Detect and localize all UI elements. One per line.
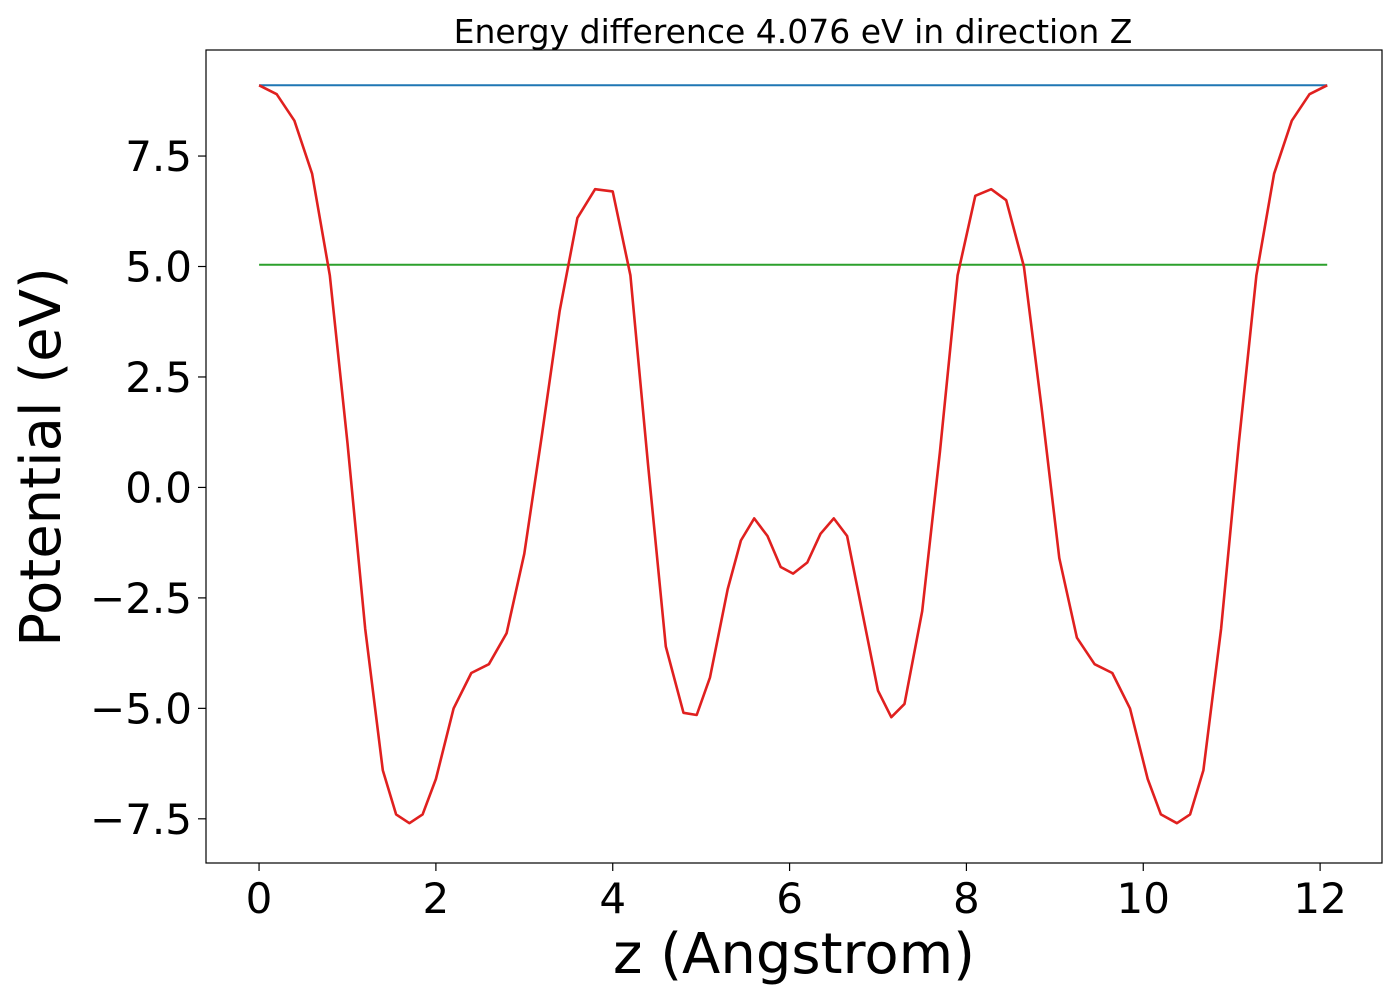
x-tick-label: 2 bbox=[423, 874, 450, 923]
x-axis-ticks: 0 2 4 6 8 10 12 bbox=[246, 863, 1347, 923]
x-axis-label: z (Angstrom) bbox=[613, 922, 975, 987]
y-axis-ticks: 7.5 5.0 2.5 0.0 −2.5 −5.0 −7.5 bbox=[90, 132, 206, 844]
y-tick-label: −5.0 bbox=[90, 684, 192, 733]
y-tick-label: 7.5 bbox=[125, 132, 192, 181]
chart-title: Energy difference 4.076 eV in direction … bbox=[454, 12, 1133, 51]
y-axis-label: Potential (eV) bbox=[9, 267, 74, 647]
series-line-2 bbox=[258, 84, 1328, 825]
x-tick-label: 0 bbox=[246, 874, 273, 923]
x-tick-label: 10 bbox=[1117, 874, 1170, 923]
x-tick-label: 6 bbox=[776, 874, 803, 923]
y-tick-label: −2.5 bbox=[90, 574, 192, 623]
y-tick-label: 5.0 bbox=[125, 243, 192, 292]
y-tick-label: 0.0 bbox=[125, 463, 192, 512]
y-tick-label: −7.5 bbox=[90, 795, 192, 844]
x-tick-label: 4 bbox=[599, 874, 626, 923]
plot-frame bbox=[205, 49, 1383, 864]
x-tick-label: 8 bbox=[953, 874, 980, 923]
x-tick-label: 12 bbox=[1293, 874, 1346, 923]
y-tick-label: 2.5 bbox=[125, 353, 192, 402]
series-layer bbox=[258, 84, 1328, 825]
